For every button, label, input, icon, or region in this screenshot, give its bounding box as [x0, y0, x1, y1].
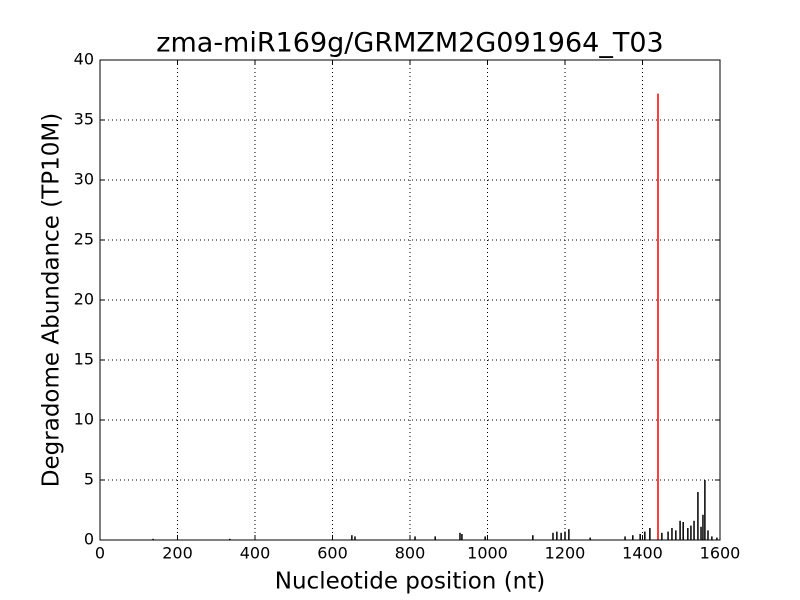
- x-tick-label: 800: [395, 544, 426, 563]
- x-tick-label: 1000: [467, 544, 508, 563]
- chart-title: zma-miR169g/GRMZM2G091964_T03: [156, 28, 663, 59]
- x-tick-label: 400: [240, 544, 271, 563]
- y-tick-label: 10: [74, 410, 94, 429]
- y-tick-label: 40: [74, 50, 94, 69]
- x-tick-label: 1600: [700, 544, 741, 563]
- y-tick-label: 35: [74, 110, 94, 129]
- y-tick-label: 30: [74, 170, 94, 189]
- x-tick-label: 0: [95, 544, 105, 563]
- y-tick-label: 15: [74, 350, 94, 369]
- y-axis-label: Degradome Abundance (TP10M): [39, 113, 65, 487]
- plot-frame: [99, 59, 721, 541]
- y-tick-label: 25: [74, 230, 94, 249]
- y-tick-label: 20: [74, 290, 94, 309]
- x-tick-label: 1200: [545, 544, 586, 563]
- x-tick-label: 200: [162, 544, 193, 563]
- x-axis-label: Nucleotide position (nt): [275, 569, 545, 595]
- y-tick-label: 0: [84, 530, 94, 549]
- y-tick-label: 5: [84, 470, 94, 489]
- x-tick-label: 1400: [622, 544, 663, 563]
- x-tick-label: 600: [317, 544, 348, 563]
